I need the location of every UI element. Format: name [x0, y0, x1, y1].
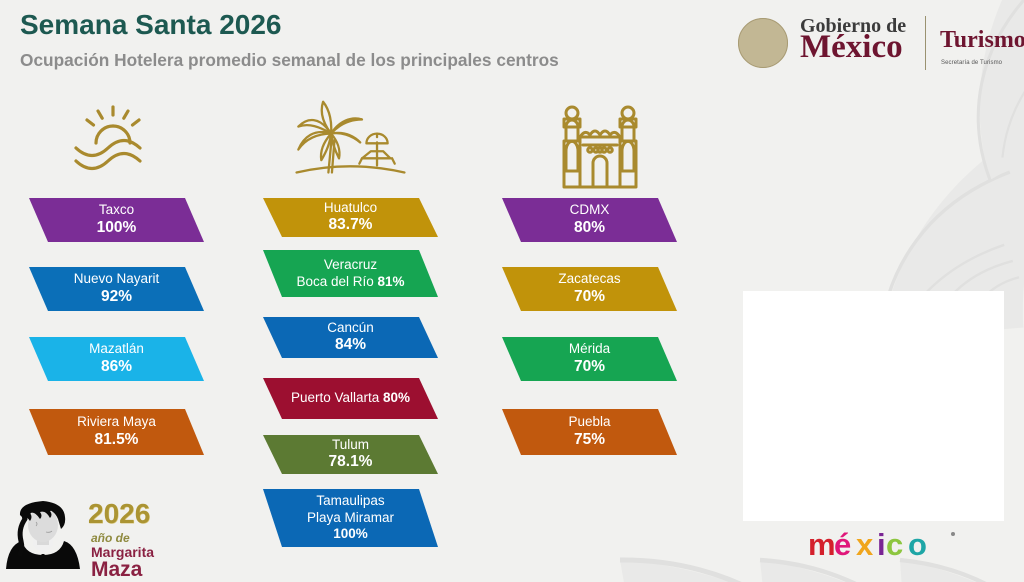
svg-text:c: c	[886, 527, 903, 562]
svg-text:o: o	[908, 527, 927, 562]
svg-text:m: m	[808, 527, 836, 562]
svg-text:x: x	[856, 527, 874, 562]
svg-text:i: i	[877, 527, 886, 562]
svg-text:é: é	[834, 527, 851, 562]
